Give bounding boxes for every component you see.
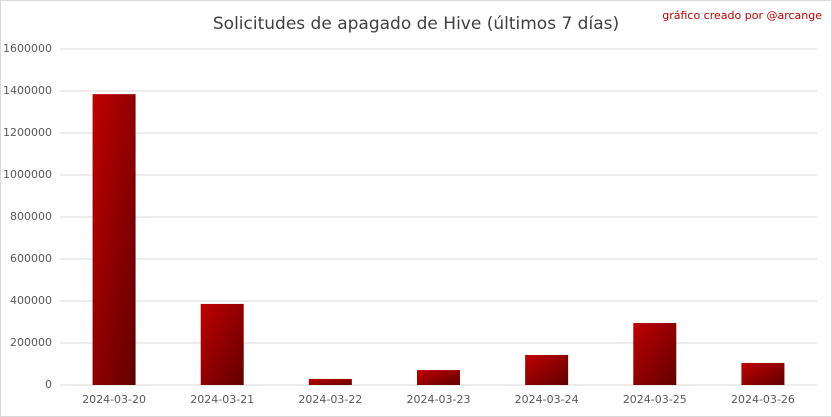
y-tick-label: 1400000 xyxy=(3,84,52,97)
bar xyxy=(417,370,460,385)
x-tick-label: 2024-03-20 xyxy=(82,393,146,406)
y-tick-label: 400000 xyxy=(10,294,52,307)
bar xyxy=(308,378,352,385)
y-tick-label: 1200000 xyxy=(3,126,52,139)
chart-title: Solicitudes de apagado de Hive (últimos … xyxy=(213,14,619,34)
x-tick-label: 2024-03-21 xyxy=(190,393,254,406)
bar xyxy=(741,362,785,385)
y-tick-label: 600000 xyxy=(10,252,52,265)
bar xyxy=(200,303,244,385)
y-tick-label: 800000 xyxy=(10,210,52,223)
y-tick-label: 0 xyxy=(45,378,52,391)
x-tick-label: 2024-03-22 xyxy=(298,393,362,406)
bar xyxy=(92,94,136,386)
x-tick-label: 2024-03-23 xyxy=(407,393,471,406)
bar xyxy=(525,354,569,385)
credit: gráfico creado por @arcange xyxy=(662,9,822,22)
y-tick-label: 1000000 xyxy=(3,168,52,181)
x-tick-label: 2024-03-24 xyxy=(515,393,579,406)
y-tick-label: 200000 xyxy=(10,336,52,349)
y-tick-label: 1600000 xyxy=(3,42,52,55)
x-tick-label: 2024-03-25 xyxy=(623,393,687,406)
bar xyxy=(633,323,677,385)
x-tick-label: 2024-03-26 xyxy=(731,393,795,406)
